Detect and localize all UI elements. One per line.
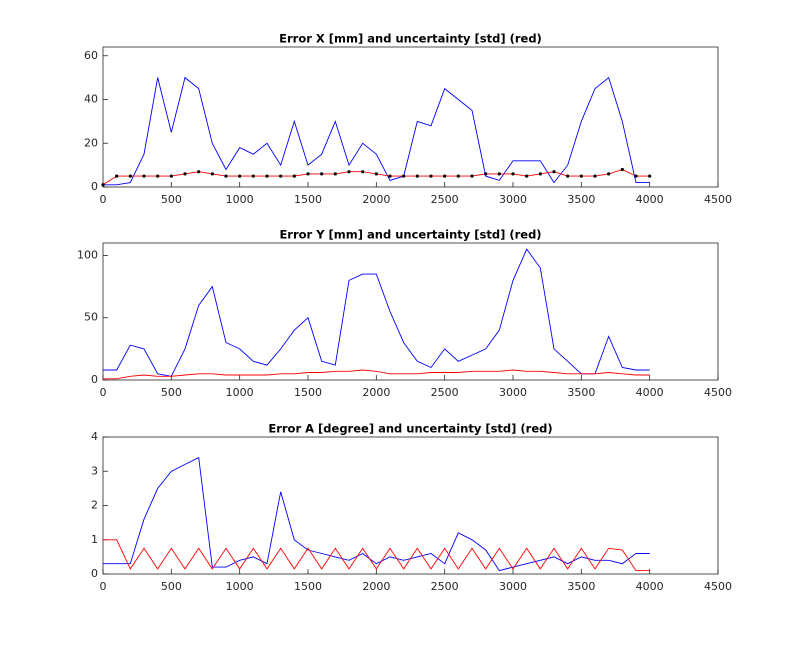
- y-tick-label: 3: [91, 464, 98, 477]
- y-tick-label: 4: [91, 430, 98, 443]
- data-marker: [497, 172, 501, 176]
- data-marker: [238, 174, 242, 178]
- y-tick-label: 40: [84, 93, 98, 106]
- data-marker: [456, 174, 460, 178]
- data-line: [103, 456, 650, 572]
- y-tick-label: 1: [91, 533, 98, 546]
- data-marker: [634, 174, 638, 178]
- x-tick-label: 1500: [294, 193, 322, 206]
- x-tick-label: 2500: [431, 386, 459, 399]
- data-marker: [224, 174, 228, 178]
- x-tick-label: 2500: [431, 193, 459, 206]
- x-tick-label: 500: [161, 193, 182, 206]
- data-marker: [251, 174, 255, 178]
- data-marker: [511, 172, 515, 176]
- y-tick-label: 0: [91, 567, 98, 580]
- data-marker: [484, 172, 488, 176]
- data-marker: [347, 170, 351, 174]
- x-tick-label: 4000: [636, 580, 664, 593]
- data-marker: [443, 174, 447, 178]
- data-marker: [607, 172, 611, 176]
- x-tick-label: 3000: [499, 193, 527, 206]
- data-marker: [538, 172, 542, 176]
- data-line: [103, 369, 650, 380]
- x-tick-label: 2000: [362, 386, 390, 399]
- y-tick-label: 0: [91, 180, 98, 193]
- data-marker: [279, 174, 283, 178]
- data-line: [103, 248, 650, 377]
- data-marker: [566, 174, 570, 178]
- data-marker: [620, 167, 624, 172]
- data-line: [103, 539, 650, 572]
- data-line: [103, 76, 650, 186]
- x-tick-label: 0: [100, 580, 107, 593]
- data-marker: [320, 172, 324, 176]
- x-tick-label: 1500: [294, 580, 322, 593]
- axes-box: [102, 436, 719, 575]
- axes-box: [102, 242, 719, 381]
- subplot-title: Error A [degree] and uncertainty [std] (…: [268, 422, 552, 436]
- data-marker: [142, 174, 146, 178]
- data-marker: [128, 174, 132, 178]
- data-marker: [429, 174, 433, 178]
- data-marker: [156, 174, 160, 178]
- data-marker: [415, 174, 419, 178]
- data-marker: [210, 172, 214, 176]
- x-tick-label: 4500: [704, 580, 732, 593]
- data-marker: [292, 174, 296, 178]
- x-tick-label: 4500: [704, 386, 732, 399]
- x-tick-label: 1500: [294, 386, 322, 399]
- subplot-title: Error X [mm] and uncertainty [std] (red): [279, 32, 542, 46]
- x-tick-label: 500: [161, 386, 182, 399]
- data-marker: [552, 170, 556, 174]
- y-tick-label: 60: [84, 49, 98, 62]
- x-tick-label: 1000: [226, 386, 254, 399]
- data-marker: [579, 174, 583, 178]
- x-tick-label: 2500: [431, 580, 459, 593]
- data-marker: [402, 174, 406, 178]
- x-tick-label: 3500: [567, 193, 595, 206]
- x-tick-label: 3000: [499, 580, 527, 593]
- x-tick-label: 4500: [704, 193, 732, 206]
- axes-box: [102, 46, 719, 188]
- data-marker: [183, 172, 187, 176]
- data-marker: [648, 174, 652, 178]
- data-marker: [115, 174, 119, 178]
- y-tick-label: 100: [77, 248, 98, 261]
- data-marker: [361, 170, 365, 174]
- data-marker: [306, 172, 310, 176]
- x-tick-label: 3000: [499, 386, 527, 399]
- x-tick-label: 0: [100, 386, 107, 399]
- x-tick-label: 1000: [226, 193, 254, 206]
- x-tick-label: 3500: [567, 580, 595, 593]
- data-marker: [388, 174, 392, 178]
- x-tick-label: 0: [100, 193, 107, 206]
- data-marker: [265, 174, 269, 178]
- x-tick-label: 2000: [362, 580, 390, 593]
- data-marker: [593, 174, 597, 178]
- data-marker: [169, 174, 173, 178]
- data-marker: [101, 183, 105, 187]
- x-tick-label: 1000: [226, 580, 254, 593]
- x-tick-label: 2000: [362, 193, 390, 206]
- x-tick-label: 3500: [567, 386, 595, 399]
- data-marker: [470, 174, 474, 178]
- subplot-title: Error Y [mm] and uncertainty [std] (red): [279, 228, 541, 242]
- x-tick-label: 4000: [636, 386, 664, 399]
- data-marker: [197, 170, 201, 174]
- y-tick-label: 50: [84, 311, 98, 324]
- y-tick-label: 0: [91, 373, 98, 386]
- x-tick-label: 4000: [636, 193, 664, 206]
- y-tick-label: 2: [91, 499, 98, 512]
- x-tick-label: 500: [161, 580, 182, 593]
- y-tick-label: 20: [84, 136, 98, 149]
- data-marker: [525, 174, 529, 178]
- data-marker: [333, 172, 337, 176]
- data-marker: [374, 172, 378, 176]
